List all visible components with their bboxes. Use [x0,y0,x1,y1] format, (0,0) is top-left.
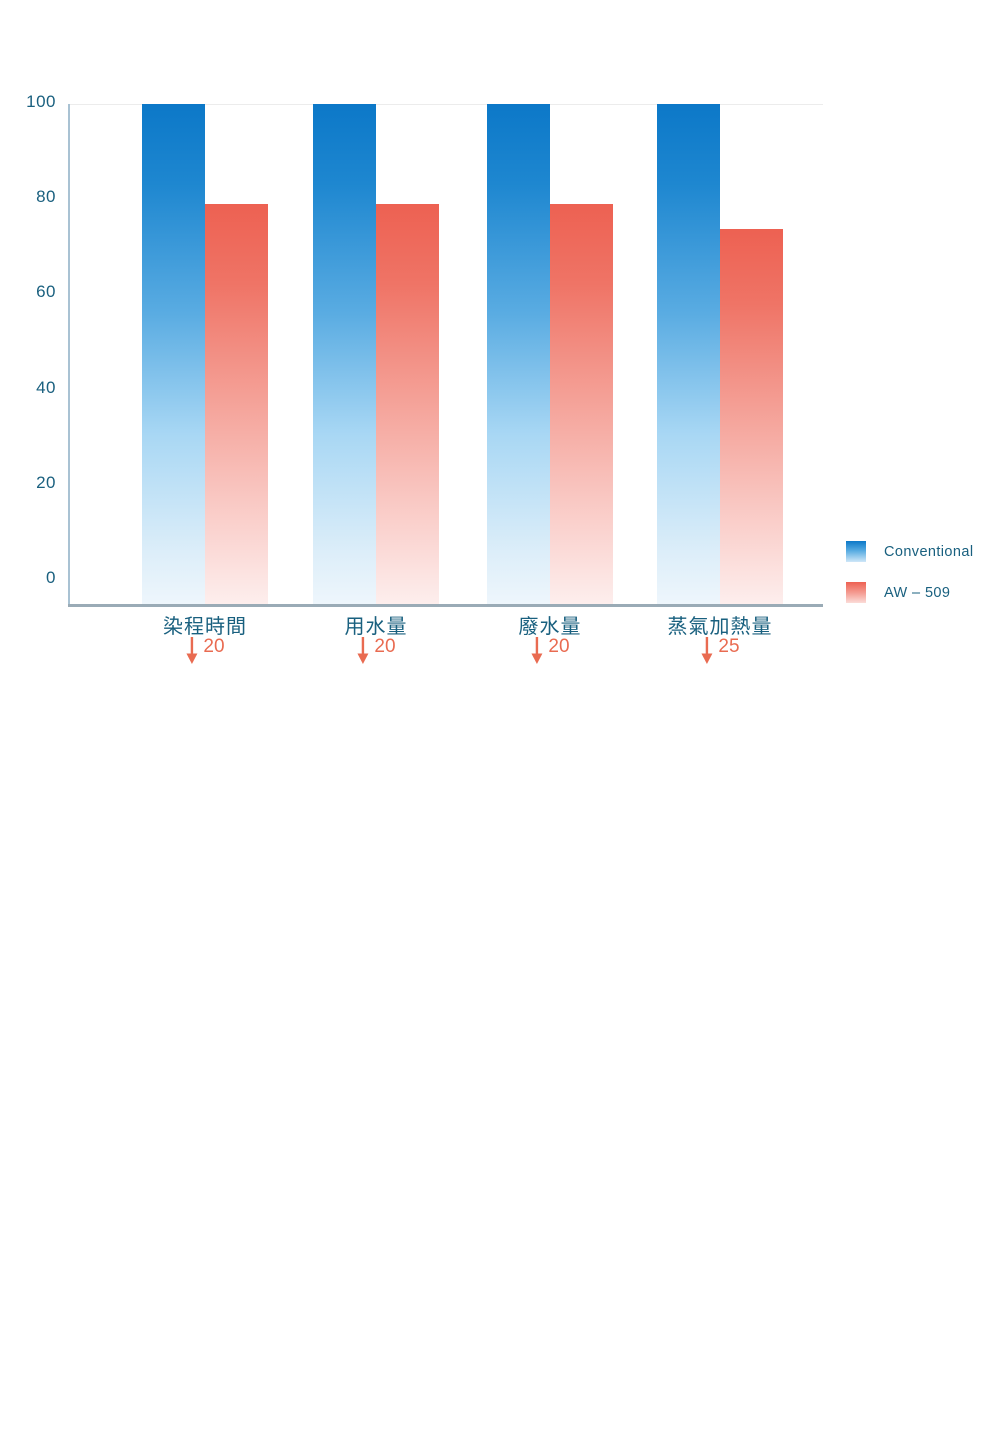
legend-item-aw509: AW – 509 [846,582,950,603]
bar-conventional-2 [313,104,376,604]
reduction-value: 25 [718,636,740,657]
bar-aw509-3 [550,204,613,604]
legend-swatch-conventional [846,541,866,562]
x-axis-line [68,604,823,607]
y-tick-label-0: 0 [46,568,56,587]
reduction-annotation-4: 25 [700,636,740,669]
reduction-annotation-3: 20 [530,636,570,669]
down-arrow-icon [185,637,198,669]
legend-label: Conventional [884,543,974,560]
bar-chart: 0 20 40 60 80 100 染程時間 用水量 廢水量 蒸氣加熱量 20 20 20 25 Co… [26,92,973,669]
legend-item-conventional: Conventional [846,541,973,562]
category-label-1: 染程時間 [163,616,247,638]
down-arrow-icon [530,637,543,669]
y-tick-label-100: 100 [26,92,56,111]
bar-conventional-1 [142,104,205,604]
reduction-value: 20 [374,636,396,657]
reduction-annotation-2: 20 [356,636,396,669]
category-label-4: 蒸氣加熱量 [667,616,773,638]
bar-conventional-3 [487,104,550,604]
reduction-annotation-1: 20 [185,636,225,669]
y-tick-label-80: 80 [36,187,56,207]
bar-aw509-1 [205,204,268,604]
y-tick-label-60: 60 [36,282,56,302]
down-arrow-icon [356,637,369,669]
y-tick-label-20: 20 [36,472,56,492]
category-label-2: 用水量 [344,616,408,638]
reduction-value: 20 [203,636,225,657]
legend-label: AW – 509 [884,584,951,601]
y-axis-line [68,104,70,607]
bar-aw509-4 [720,229,783,604]
bar-conventional-4 [657,104,720,604]
bar-aw509-2 [376,204,439,604]
gridline-100 [69,104,823,105]
down-arrow-icon [700,637,713,669]
legend-swatch-aw509 [846,582,866,603]
category-label-3: 廢水量 [518,616,582,638]
y-tick-label-40: 40 [36,377,56,397]
reduction-value: 20 [548,636,570,657]
